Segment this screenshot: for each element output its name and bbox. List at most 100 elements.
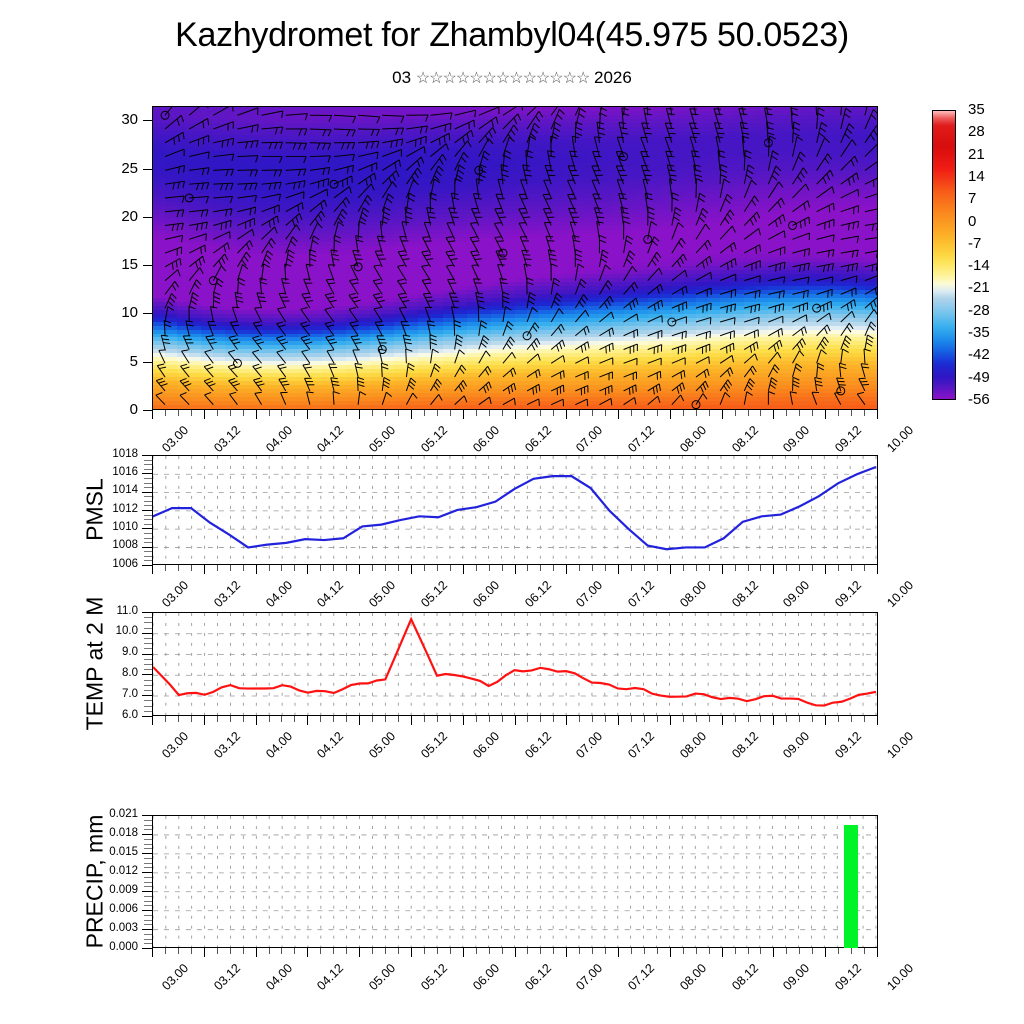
x-axis-minor-tick bbox=[695, 716, 697, 722]
y-axis-minor-tick bbox=[144, 848, 152, 850]
pmsl-plot bbox=[152, 455, 878, 565]
x-axis-minor-tick bbox=[540, 948, 542, 954]
x-axis-major-tick bbox=[307, 565, 309, 574]
x-axis-minor-tick bbox=[294, 716, 296, 722]
y-axis-tick-label: 1006 bbox=[72, 558, 138, 571]
x-axis-minor-tick bbox=[812, 410, 814, 416]
x-axis-major-tick bbox=[566, 716, 568, 725]
x-axis-minor-tick bbox=[864, 565, 866, 571]
x-axis-minor-tick bbox=[838, 565, 840, 571]
x-axis-minor-tick bbox=[385, 716, 387, 722]
x-axis-tick-label: 04.12 bbox=[315, 961, 347, 993]
x-axis-tick-label: 08.00 bbox=[677, 578, 709, 610]
x-axis-minor-tick bbox=[708, 565, 710, 571]
y-axis-minor-tick bbox=[144, 700, 152, 702]
x-axis-minor-tick bbox=[786, 410, 788, 416]
y-axis-minor-tick bbox=[144, 924, 152, 926]
x-axis-minor-tick bbox=[579, 716, 581, 722]
x-axis-minor-tick bbox=[385, 948, 387, 954]
x-axis-tick-label: 05.12 bbox=[418, 961, 450, 993]
x-axis-tick-label: 06.00 bbox=[470, 961, 502, 993]
y-axis-major-tick bbox=[142, 834, 152, 835]
y-axis-tick-label: 0.003 bbox=[72, 922, 138, 935]
x-axis-minor-tick bbox=[501, 410, 503, 416]
x-axis-minor-tick bbox=[320, 565, 322, 571]
y-axis-major-tick bbox=[142, 473, 152, 475]
x-axis-minor-tick bbox=[190, 716, 192, 722]
x-axis-minor-tick bbox=[734, 948, 736, 954]
x-axis-minor-tick bbox=[281, 565, 283, 571]
x-axis-minor-tick bbox=[605, 948, 607, 954]
y-axis-minor-tick bbox=[144, 643, 152, 645]
colorbar-tick-label: 28 bbox=[968, 124, 985, 139]
x-axis-major-tick bbox=[307, 410, 309, 419]
x-axis-major-tick bbox=[255, 565, 257, 574]
x-axis-minor-tick bbox=[838, 410, 840, 416]
x-axis-major-tick bbox=[773, 410, 775, 419]
x-axis-minor-tick bbox=[488, 565, 490, 571]
x-axis-tick-label: 05.12 bbox=[418, 729, 450, 761]
x-axis-minor-tick bbox=[372, 410, 374, 416]
x-axis-minor-tick bbox=[177, 716, 179, 722]
x-axis-major-tick bbox=[877, 410, 878, 419]
x-axis-tick-label: 06.12 bbox=[522, 961, 554, 993]
x-axis-minor-tick bbox=[397, 410, 399, 416]
x-axis-tick-label: 05.00 bbox=[366, 961, 398, 993]
precip-grid bbox=[153, 816, 877, 947]
x-axis-minor-tick bbox=[799, 410, 801, 416]
x-axis-minor-tick bbox=[372, 716, 374, 722]
x-axis-minor-tick bbox=[812, 716, 814, 722]
y-axis-minor-tick bbox=[144, 532, 152, 534]
y-axis-minor-tick bbox=[144, 819, 152, 821]
x-axis-minor-tick bbox=[760, 565, 762, 571]
x-axis-minor-tick bbox=[449, 410, 451, 416]
x-axis-minor-tick bbox=[475, 948, 477, 954]
subtitle-year: 2026 bbox=[594, 68, 632, 87]
y-axis-major-tick bbox=[142, 455, 152, 456]
x-axis-minor-tick bbox=[449, 716, 451, 722]
x-axis-minor-tick bbox=[320, 716, 322, 722]
y-axis-major-tick bbox=[142, 546, 152, 548]
x-axis-major-tick bbox=[669, 948, 671, 957]
x-axis-minor-tick bbox=[643, 948, 645, 954]
x-axis-tick-label: 08.00 bbox=[677, 423, 709, 455]
colorbar-tick-label: -28 bbox=[968, 303, 990, 318]
x-axis-major-tick bbox=[203, 565, 205, 574]
x-axis-major-tick bbox=[669, 410, 671, 419]
x-axis-minor-tick bbox=[851, 410, 853, 416]
x-axis-minor-tick bbox=[643, 410, 645, 416]
y-axis-major-tick bbox=[142, 632, 152, 634]
colorbar-tick-label: -35 bbox=[968, 325, 990, 340]
y-axis-minor-tick bbox=[144, 919, 152, 921]
temperature-colorbar bbox=[932, 110, 956, 400]
x-axis-minor-tick bbox=[320, 948, 322, 954]
x-axis-tick-label: 09.00 bbox=[781, 729, 813, 761]
x-axis-minor-tick bbox=[333, 716, 335, 722]
x-axis-major-tick bbox=[462, 716, 464, 725]
x-axis-minor-tick bbox=[864, 948, 866, 954]
y-axis-tick-label: 25 bbox=[94, 161, 138, 176]
y-axis-minor-tick bbox=[144, 500, 152, 502]
x-axis-major-tick bbox=[825, 716, 827, 725]
x-axis-tick-label: 08.00 bbox=[677, 961, 709, 993]
x-axis-tick-label: 03.00 bbox=[159, 729, 191, 761]
y-axis-minor-tick bbox=[144, 900, 152, 902]
y-axis-minor-tick bbox=[144, 943, 152, 945]
x-axis-tick-label: 10.00 bbox=[884, 961, 916, 993]
x-axis-major-tick bbox=[514, 410, 516, 419]
x-axis-minor-tick bbox=[268, 716, 270, 722]
x-axis-minor-tick bbox=[229, 410, 231, 416]
x-axis-tick-label: 06.00 bbox=[470, 578, 502, 610]
x-axis-major-tick bbox=[307, 948, 309, 957]
x-axis-minor-tick bbox=[397, 565, 399, 571]
x-axis-minor-tick bbox=[786, 716, 788, 722]
y-axis-minor-tick bbox=[144, 867, 152, 869]
colorbar-tick-label: 21 bbox=[968, 147, 985, 162]
y-axis-minor-tick bbox=[144, 505, 152, 507]
x-axis-minor-tick bbox=[190, 410, 192, 416]
x-axis-minor-tick bbox=[216, 948, 218, 954]
x-axis-minor-tick bbox=[682, 410, 684, 416]
x-axis-minor-tick bbox=[436, 948, 438, 954]
x-axis-tick-label: 08.12 bbox=[729, 578, 761, 610]
colorbar-tick-label: 35 bbox=[968, 102, 985, 117]
